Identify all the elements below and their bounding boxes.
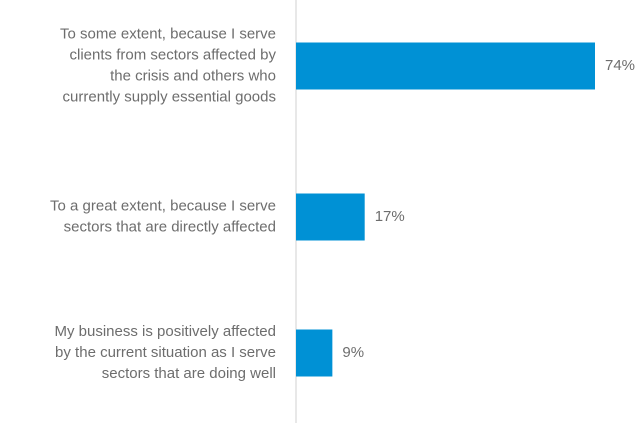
category-label-line: sectors that are doing well bbox=[102, 365, 276, 382]
category-label-line: To some extent, because I serve bbox=[60, 25, 276, 42]
category-label-line: the crisis and others who bbox=[110, 67, 276, 84]
value-label-2: 17% bbox=[375, 208, 405, 225]
bars-group bbox=[296, 42, 595, 377]
category-label-3: My business is positively affected by the… bbox=[55, 323, 277, 382]
value-label-1: 74% bbox=[605, 57, 635, 74]
value-label-3: 9% bbox=[342, 344, 364, 361]
bar-3 bbox=[296, 329, 333, 377]
category-label-line: To a great extent, because I serve bbox=[50, 197, 276, 214]
category-label-line: currently supply essential goods bbox=[63, 88, 276, 105]
bar-1 bbox=[296, 42, 595, 90]
category-label-line: sectors that are directly affected bbox=[64, 218, 276, 235]
category-label-line: My business is positively affected bbox=[55, 323, 277, 340]
value-labels-group: 74% 17% 9% bbox=[342, 57, 635, 361]
category-label-line: clients from sectors affected by bbox=[70, 46, 277, 63]
bar-2 bbox=[296, 193, 365, 241]
category-label-line: by the current situation as I serve bbox=[55, 344, 276, 361]
category-label-1: To some extent, because I serve clients f… bbox=[60, 25, 276, 105]
category-labels-group: To some extent, because I serve clients f… bbox=[50, 25, 276, 382]
category-label-2: To a great extent, because I serve sector… bbox=[50, 197, 276, 235]
